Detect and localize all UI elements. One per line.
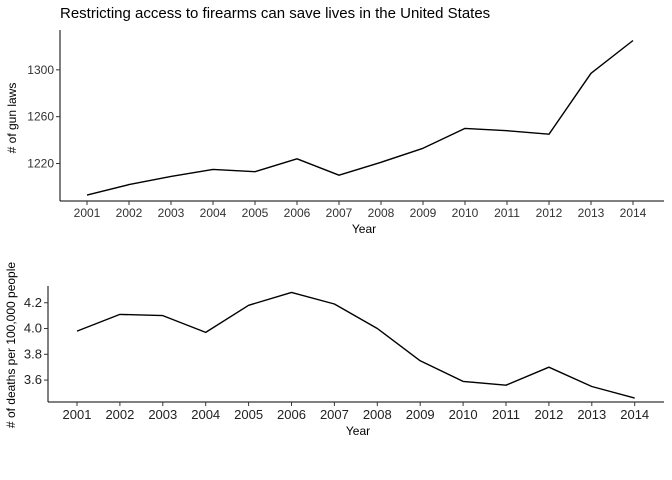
series-line xyxy=(76,291,635,399)
x-tick-label: 2002 xyxy=(116,206,143,220)
x-tick-label: 2012 xyxy=(534,407,563,422)
x-tick-label: 2009 xyxy=(406,407,435,422)
figure-title: Restricting access to firearms can save … xyxy=(60,5,490,22)
x-tick-label: 2003 xyxy=(148,407,177,422)
x-tick-label: 2013 xyxy=(577,407,606,422)
x-tick-label: 2014 xyxy=(620,407,649,422)
x-tick-label: 2012 xyxy=(536,206,563,220)
x-tick-label: 2014 xyxy=(620,206,647,220)
x-tick-label: 2005 xyxy=(234,407,263,422)
y-axis-title: # of deaths per 100,000 people xyxy=(4,262,18,428)
y-tick-label: 4.0 xyxy=(24,321,42,336)
x-tick-label: 2013 xyxy=(578,206,605,220)
x-tick-label: 2007 xyxy=(320,407,349,422)
x-tick-label: 2010 xyxy=(452,206,479,220)
x-tick-label: 2001 xyxy=(63,407,92,422)
y-tick-label: 3.6 xyxy=(24,372,42,387)
x-tick-label: 2007 xyxy=(326,206,353,220)
series-line xyxy=(86,39,634,196)
y-tick-label: 1300 xyxy=(27,63,54,77)
x-tick-label: 2006 xyxy=(277,407,306,422)
y-axis-title: # of gun laws xyxy=(5,83,19,154)
x-tick-label: 2011 xyxy=(494,206,520,220)
x-tick-label: 2003 xyxy=(158,206,185,220)
x-tick-label: 2004 xyxy=(191,407,220,422)
x-tick-label: 2006 xyxy=(284,206,311,220)
x-tick-label: 2001 xyxy=(74,206,101,220)
gun-laws-chart: 1220 1260 1300 2001 2002 2003 2004 2005 2006 2007… xyxy=(5,30,664,236)
y-tick-label: 1220 xyxy=(27,157,54,171)
x-axis-title: Year xyxy=(352,222,376,236)
y-tick-label: 4.2 xyxy=(24,295,42,310)
death-rate-chart: 3.6 3.8 4.0 4.2 2001 2002 2003 2004 2005 2006 2007… xyxy=(4,262,664,438)
y-tick-label: 3.8 xyxy=(24,346,42,361)
x-tick-label: 2008 xyxy=(368,206,395,220)
x-tick-label: 2010 xyxy=(449,407,478,422)
x-tick-label: 2008 xyxy=(363,407,392,422)
x-tick-label: 2011 xyxy=(492,407,520,422)
x-tick-label: 2009 xyxy=(410,206,437,220)
x-tick-label: 2004 xyxy=(200,206,227,220)
y-tick-label: 1260 xyxy=(27,110,54,124)
x-tick-label: 2005 xyxy=(242,206,269,220)
x-axis-title: Year xyxy=(346,424,370,438)
x-tick-label: 2002 xyxy=(105,407,134,422)
